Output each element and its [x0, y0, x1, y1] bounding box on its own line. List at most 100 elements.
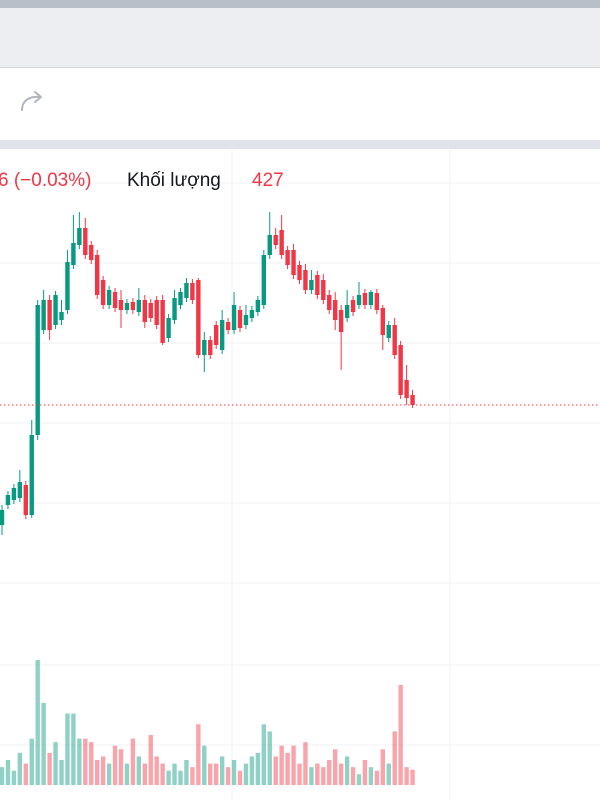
volume-bar: [356, 774, 362, 785]
candle-body: [106, 290, 112, 305]
candle-body: [255, 300, 261, 312]
candle-body: [309, 280, 314, 290]
candle-body: [95, 255, 100, 295]
volume-bar: [267, 731, 272, 785]
volume-bar: [368, 767, 374, 785]
volume-bar: [160, 763, 165, 785]
volume-bar: [344, 756, 350, 785]
candle-body: [374, 293, 380, 310]
candle-body: [237, 310, 243, 328]
volume-bar: [410, 769, 415, 785]
candle-body: [47, 300, 52, 330]
candle-body: [136, 300, 142, 312]
separator: [0, 140, 600, 149]
volume-bar: [23, 763, 28, 785]
volume-bar: [0, 767, 5, 785]
legend-volume-value: 427: [252, 170, 284, 191]
volume-bar: [130, 738, 136, 785]
volume-bar: [380, 749, 385, 785]
volume-bar: [41, 702, 46, 785]
candle-body: [190, 283, 195, 300]
candle-body: [184, 283, 189, 298]
volume-bar: [225, 767, 231, 785]
candle-body: [89, 245, 94, 260]
volume-bar: [112, 745, 118, 785]
volume-bar: [5, 760, 11, 785]
volume-bar: [71, 713, 76, 785]
candle-body: [71, 243, 76, 265]
candle-body: [148, 303, 153, 318]
volume-bar: [100, 756, 106, 785]
candle-body: [261, 255, 266, 305]
candle-body: [219, 320, 225, 350]
volume-bar: [106, 763, 112, 785]
volume-bar: [124, 763, 130, 785]
candle-body: [386, 325, 391, 338]
candle-body: [333, 300, 338, 320]
candle-body: [124, 303, 130, 310]
volume-bar: [65, 713, 70, 785]
candle-body: [297, 265, 302, 280]
candle-body: [362, 293, 368, 305]
candle-body: [214, 325, 219, 345]
candle-body: [380, 308, 385, 335]
candle-body: [59, 312, 64, 320]
toolbar: [0, 68, 600, 140]
volume-bar: [303, 742, 308, 785]
volume-bar: [178, 770, 183, 785]
candle-body: [249, 310, 255, 318]
candle-body: [208, 340, 213, 355]
candle-body: [273, 235, 278, 245]
candle-body: [41, 300, 46, 330]
candle-body: [172, 298, 177, 320]
volume-bar: [83, 738, 88, 785]
candle-body: [100, 280, 106, 305]
volume-bar: [202, 745, 207, 785]
candle-body: [410, 395, 415, 405]
volume-bar: [59, 760, 64, 785]
redo-button[interactable]: [14, 84, 54, 124]
volume-bar: [237, 770, 243, 785]
candle-body: [392, 325, 397, 355]
volume-bar: [261, 724, 266, 785]
legend-change: 6 (−0.03%): [0, 170, 91, 191]
candle-body: [29, 435, 34, 515]
volume-bar: [190, 767, 195, 785]
candle-body: [279, 230, 284, 255]
volume-bar: [29, 738, 34, 785]
candle-body: [83, 228, 88, 255]
candle-body: [350, 300, 356, 312]
volume-bar: [285, 752, 290, 785]
volume-bar: [219, 756, 225, 785]
legend-volume-label: Khối lượng: [127, 170, 221, 191]
volume-bar: [315, 763, 320, 785]
candle-body: [368, 292, 374, 305]
volume-bar: [297, 763, 302, 785]
candle-body: [291, 250, 296, 275]
volume-bar: [77, 738, 82, 785]
candle-body: [344, 305, 350, 318]
volume-bar: [35, 660, 40, 785]
candle-body: [398, 345, 403, 395]
volume-bar: [95, 760, 100, 785]
volume-bar: [142, 763, 147, 785]
volume-bar: [404, 767, 409, 785]
volume-bar: [255, 752, 261, 785]
volume-bar: [17, 752, 23, 785]
candle-body: [0, 510, 5, 525]
candle-body: [356, 295, 362, 305]
candle-body: [35, 305, 40, 435]
candle-body: [11, 488, 17, 500]
candle-body: [321, 280, 326, 300]
candle-body: [5, 495, 11, 505]
redo-icon: [21, 95, 41, 111]
candle-body: [17, 482, 23, 498]
volume-bars: [0, 660, 415, 785]
candle-body: [178, 292, 183, 305]
volume-bar: [350, 767, 356, 785]
candle-body: [267, 235, 272, 255]
volume-bar: [208, 763, 213, 785]
volume-bar: [184, 760, 189, 785]
